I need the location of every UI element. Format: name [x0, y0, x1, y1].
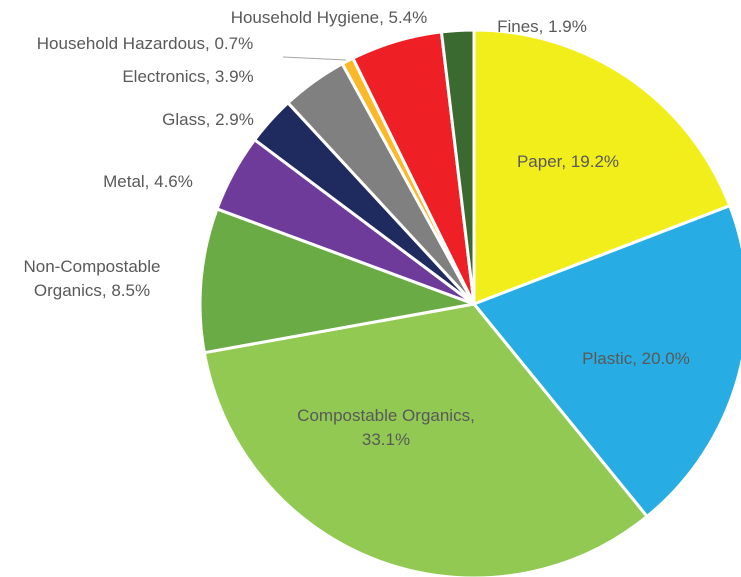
slice-compostable-organics — [202, 302, 649, 577]
label-household-hazardous: Household Hazardous, 0.7% — [37, 34, 253, 53]
label-household-hygiene: Household Hygiene, 5.4% — [231, 8, 428, 27]
label-compostable-organics: Compostable Organics, 33.1% — [297, 406, 475, 449]
pie-slices — [198, 28, 741, 577]
slice-plastic — [472, 204, 741, 518]
label-non-compostable-organics: Non-Compostable Organics, 8.5% — [23, 257, 160, 300]
label-electronics: Electronics, 3.9% — [122, 67, 253, 86]
data-labels: Paper, 19.2% Plastic, 20.0% Compostable Or… — [23, 8, 689, 449]
label-glass: Glass, 2.9% — [162, 110, 254, 129]
slice-paper — [472, 28, 732, 306]
label-metal: Metal, 4.6% — [103, 172, 193, 191]
label-plastic: Plastic, 20.0% — [582, 349, 690, 368]
label-paper: Paper, 19.2% — [517, 152, 619, 171]
slice-non-compostable-organics — [198, 207, 476, 355]
slice-fines — [439, 28, 476, 306]
label-fines: Fines, 1.9% — [497, 17, 587, 36]
leader-line-household-hazardous — [282, 56, 347, 61]
leader-lines — [282, 56, 347, 61]
